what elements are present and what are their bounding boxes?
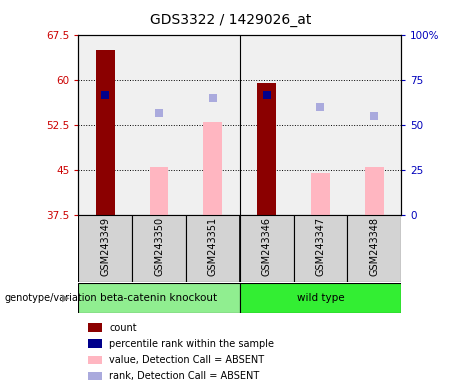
- Bar: [240, 215, 294, 282]
- Text: value, Detection Call = ABSENT: value, Detection Call = ABSENT: [109, 355, 264, 365]
- Bar: [150, 167, 168, 215]
- Bar: [203, 122, 222, 215]
- Text: rank, Detection Call = ABSENT: rank, Detection Call = ABSENT: [109, 371, 260, 381]
- Text: wild type: wild type: [296, 293, 344, 303]
- Point: [371, 113, 378, 119]
- Bar: [257, 83, 276, 215]
- Text: GDS3322 / 1429026_at: GDS3322 / 1429026_at: [150, 13, 311, 27]
- Text: GSM243347: GSM243347: [315, 217, 325, 276]
- Bar: [311, 173, 330, 215]
- Bar: [186, 215, 240, 282]
- Text: GSM243348: GSM243348: [369, 217, 379, 276]
- Text: ▶: ▶: [62, 293, 69, 303]
- Point: [101, 92, 109, 98]
- Bar: [78, 215, 132, 282]
- Point: [317, 104, 324, 110]
- Bar: [78, 283, 240, 313]
- Text: GSM243349: GSM243349: [100, 217, 110, 276]
- Bar: [96, 50, 115, 215]
- Point: [155, 110, 163, 116]
- Bar: [365, 167, 384, 215]
- Text: GSM243351: GSM243351: [208, 217, 218, 276]
- Text: count: count: [109, 323, 137, 333]
- Text: genotype/variation: genotype/variation: [5, 293, 97, 303]
- Text: percentile rank within the sample: percentile rank within the sample: [109, 339, 274, 349]
- Text: beta-catenin knockout: beta-catenin knockout: [100, 293, 218, 303]
- Bar: [240, 283, 401, 313]
- Text: GSM243350: GSM243350: [154, 217, 164, 276]
- Point: [263, 92, 270, 98]
- Point: [209, 95, 217, 101]
- Bar: [347, 215, 401, 282]
- Bar: [294, 215, 347, 282]
- Text: GSM243346: GSM243346: [261, 217, 272, 276]
- Bar: [132, 215, 186, 282]
